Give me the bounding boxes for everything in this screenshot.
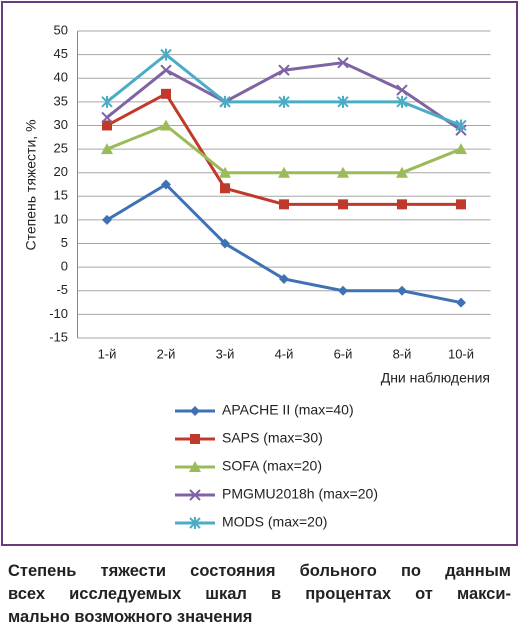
marker — [397, 199, 407, 210]
marker — [219, 166, 231, 178]
y-tick-label: 25 — [54, 141, 68, 156]
marker — [101, 95, 113, 108]
marker — [456, 199, 466, 210]
x-tick-label: 3-й — [216, 346, 235, 361]
x-tick-label: 8-й — [393, 346, 412, 361]
chart: Степень тяжести, % Дни наблюдения -15 -10… — [1, 1, 518, 546]
caption-line: всех исследуемых шкал в процентах от мак… — [8, 585, 511, 603]
marker — [455, 119, 467, 132]
marker — [189, 489, 201, 501]
legend-label: APACHE II (max=40) — [222, 402, 354, 418]
marker — [220, 183, 230, 194]
x-axis-label: Дни наблюдения — [381, 370, 490, 386]
marker — [396, 95, 408, 108]
x-tick-label: 1-й — [98, 346, 117, 361]
legend-label: SAPS (max=30) — [222, 430, 323, 446]
marker — [101, 143, 113, 155]
marker — [190, 434, 200, 444]
x-tick-label: 4-й — [275, 346, 294, 361]
y-tick-label: -15 — [49, 329, 68, 344]
y-tick-label: 50 — [54, 22, 68, 37]
marker — [102, 214, 112, 225]
y-tick-label: 35 — [54, 93, 68, 108]
marker — [102, 120, 112, 131]
y-tick-label: 45 — [54, 46, 68, 61]
x-tick-label: 2-й — [157, 346, 176, 361]
marker — [337, 56, 349, 69]
marker — [161, 179, 171, 190]
marker — [279, 199, 289, 210]
marker — [456, 297, 466, 308]
marker — [219, 95, 231, 108]
y-tick-label: 5 — [61, 235, 68, 250]
y-tick-label: 15 — [54, 188, 68, 203]
marker — [160, 48, 172, 61]
marker — [190, 406, 200, 416]
y-tick-label: 20 — [54, 164, 68, 179]
marker — [338, 285, 348, 296]
marker — [455, 143, 467, 155]
marker — [160, 64, 172, 76]
marker — [101, 111, 113, 124]
marker — [337, 166, 349, 178]
marker — [397, 285, 407, 296]
y-tick-label: -10 — [49, 306, 68, 321]
y-tick-label: 10 — [54, 211, 68, 226]
x-tick-label: 6-й — [334, 346, 353, 361]
marker — [278, 166, 290, 178]
marker — [337, 95, 349, 108]
y-tick-label: -5 — [56, 282, 68, 297]
x-tick-label: 10-й — [448, 346, 474, 361]
legend-label: PMGMU2018h (max=20) — [222, 486, 378, 502]
marker — [161, 88, 171, 99]
marker — [220, 238, 230, 249]
marker — [160, 119, 172, 131]
marker — [278, 95, 290, 108]
caption-line: мально возможного значения — [8, 608, 253, 626]
marker — [189, 461, 201, 472]
marker — [396, 166, 408, 178]
marker — [278, 64, 290, 76]
y-tick-label: 40 — [54, 70, 68, 85]
marker — [338, 199, 348, 210]
y-tick-label: 30 — [54, 117, 68, 132]
caption-line: Степень тяжести состояния больного по да… — [8, 562, 511, 580]
marker — [396, 84, 408, 96]
caption: Степень тяжести состояния больного по да… — [8, 560, 511, 629]
y-tick-label: 0 — [61, 259, 68, 274]
y-axis-label: Степень тяжести, % — [23, 119, 39, 250]
marker — [189, 517, 201, 529]
series-line — [106, 52, 462, 127]
legend-label: MODS (max=20) — [222, 514, 327, 530]
marker — [279, 273, 289, 284]
legend-label: SOFA (max=20) — [222, 458, 322, 474]
frame — [1, 1, 518, 546]
